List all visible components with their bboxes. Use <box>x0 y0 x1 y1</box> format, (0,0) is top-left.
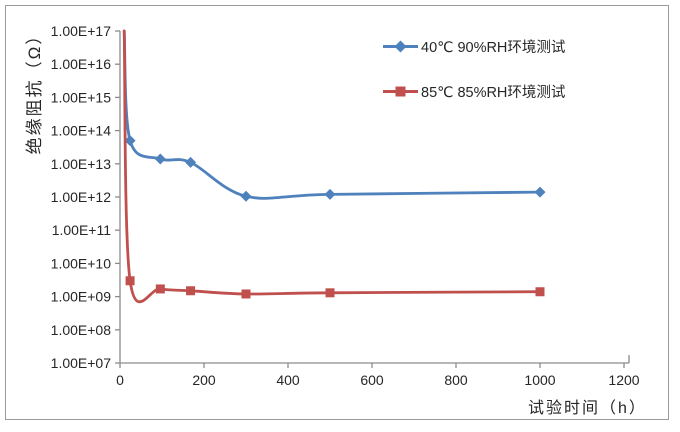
x-tick-label: 1000 <box>524 372 555 388</box>
series-0-marker <box>124 135 136 147</box>
legend-label-series-1: 85℃ 85%RH环境测试 <box>421 85 566 101</box>
series-1-marker <box>535 287 545 297</box>
y-tick-label: 1.00E+12 <box>51 189 112 205</box>
series-0-marker <box>154 153 166 165</box>
series-1-marker <box>186 286 196 296</box>
series-1-marker <box>155 284 165 294</box>
y-tick-label: 1.00E+15 <box>51 89 112 105</box>
legend-item-series-0: 40℃ 90%RH环境测试 <box>383 36 565 57</box>
x-tick-label: 600 <box>360 372 384 388</box>
y-tick-label: 1.00E+13 <box>51 156 112 172</box>
series-0-marker <box>324 188 336 200</box>
y-tick-label: 1.00E+10 <box>51 255 112 271</box>
x-tick-label: 1200 <box>608 372 639 388</box>
chart-frame <box>5 5 669 420</box>
series-1-marker <box>325 288 335 298</box>
legend-label-series-0: 40℃ 90%RH环境测试 <box>421 40 566 56</box>
series-0-marker <box>185 156 197 168</box>
legend-diamond-marker-icon <box>383 40 418 53</box>
y-tick-label: 1.00E+14 <box>51 123 112 139</box>
x-tick-label: 800 <box>444 372 468 388</box>
x-tick-label: 0 <box>116 372 124 388</box>
legend-item-series-1: 85℃ 85%RH环境测试 <box>383 81 565 102</box>
x-tick-label: 400 <box>276 372 300 388</box>
y-tick-label: 1.00E+11 <box>52 222 112 238</box>
y-axis-title: 绝缘阻抗（Ω） <box>25 25 44 155</box>
y-tick-label: 1.00E+16 <box>51 56 112 72</box>
legend-square-marker-icon <box>383 86 418 97</box>
x-axis-title: 试验时间（h） <box>528 400 647 417</box>
y-tick-label: 1.00E+09 <box>51 289 112 305</box>
y-tick-label: 1.00E+08 <box>51 322 112 338</box>
legend: 40℃ 90%RH环境测试 85℃ 85%RH环境测试 <box>383 36 593 106</box>
x-tick-label: 200 <box>192 372 216 388</box>
series-0-marker <box>534 186 546 198</box>
series-1-marker <box>125 276 135 286</box>
y-tick-label: 1.00E+17 <box>51 23 112 39</box>
series-0-marker <box>240 190 252 202</box>
series-1-marker <box>241 289 251 299</box>
y-tick-label: 1.00E+07 <box>51 355 112 371</box>
